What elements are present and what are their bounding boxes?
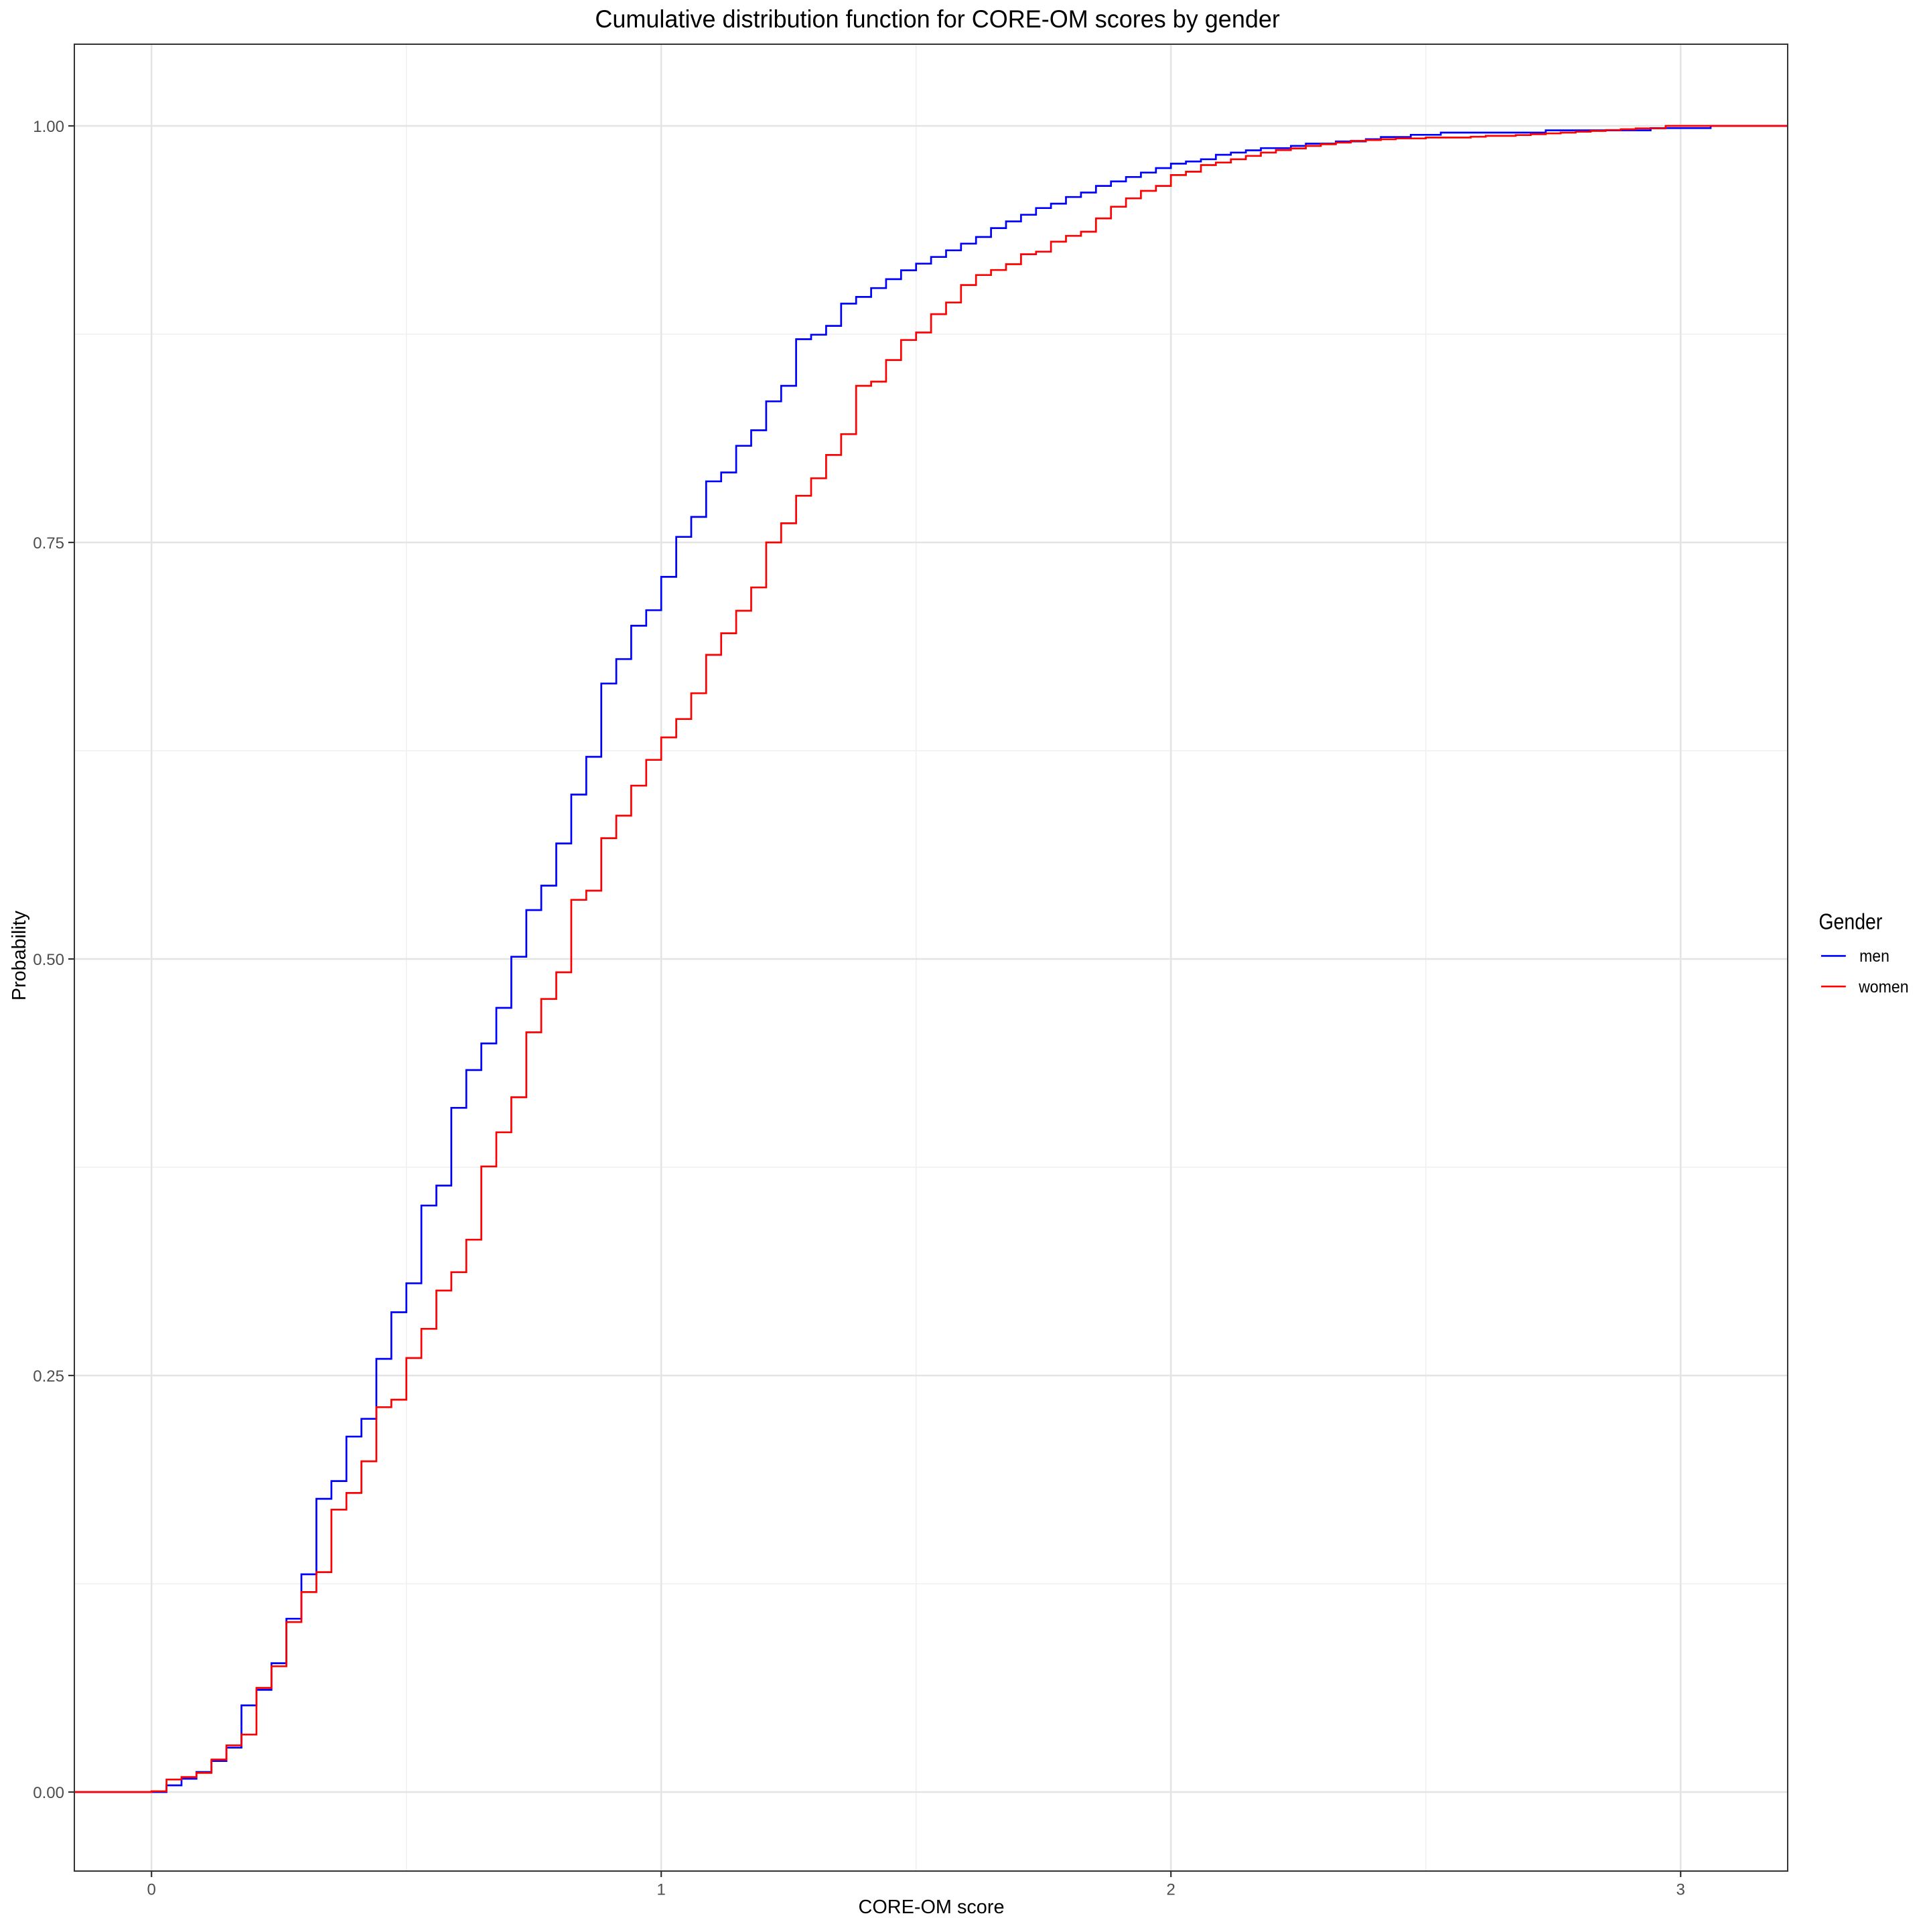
svg-text:men: men bbox=[1859, 947, 1889, 966]
svg-text:Gender: Gender bbox=[1818, 909, 1882, 934]
svg-text:0.50: 0.50 bbox=[33, 951, 64, 969]
svg-text:0.75: 0.75 bbox=[33, 534, 64, 552]
svg-text:3: 3 bbox=[1676, 1880, 1685, 1899]
svg-text:0.00: 0.00 bbox=[33, 1784, 64, 1802]
svg-text:Cumulative distribution functi: Cumulative distribution function for COR… bbox=[595, 5, 1280, 33]
svg-text:2: 2 bbox=[1167, 1880, 1175, 1899]
svg-text:0: 0 bbox=[147, 1880, 156, 1899]
svg-text:Probability: Probability bbox=[9, 910, 30, 1000]
svg-text:CORE-OM score: CORE-OM score bbox=[859, 1897, 1005, 1918]
svg-text:1: 1 bbox=[657, 1880, 666, 1899]
svg-text:women: women bbox=[1858, 978, 1908, 996]
svg-text:1.00: 1.00 bbox=[33, 118, 64, 136]
svg-text:0.25: 0.25 bbox=[33, 1367, 64, 1386]
